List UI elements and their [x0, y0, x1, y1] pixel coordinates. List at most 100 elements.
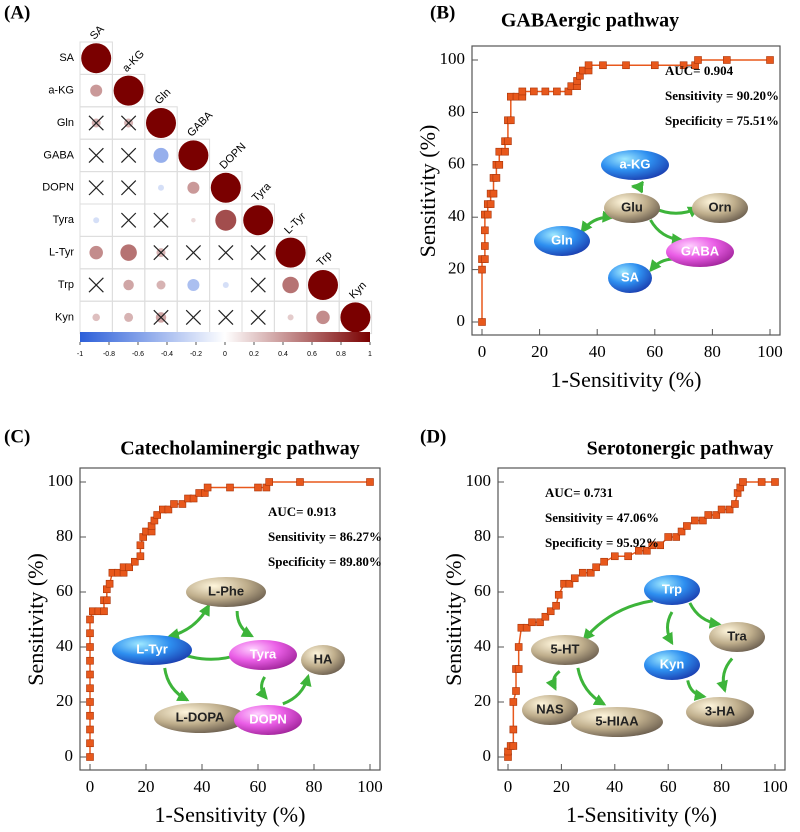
- roc-point: [86, 629, 94, 638]
- annotation: Specificity = 95.92%: [545, 535, 659, 550]
- corr-circle: [93, 217, 100, 224]
- colorbar-tick-label: 0.8: [336, 351, 346, 358]
- node-label: L-DOPA: [176, 709, 225, 724]
- insignificant-mark: [88, 277, 104, 293]
- node-label: Kyn: [660, 656, 685, 671]
- pathway-arrow: [582, 599, 654, 642]
- roc-point: [624, 552, 632, 561]
- insignificant-mark: [250, 309, 266, 326]
- cross: [153, 309, 169, 326]
- corr-circle: [90, 84, 103, 97]
- roc-point: [717, 505, 726, 514]
- x-tick-label: 60: [250, 777, 267, 796]
- insignificant-mark: [250, 277, 266, 293]
- roc-point: [86, 684, 94, 693]
- roc-point: [86, 753, 94, 761]
- roc-point: [546, 607, 555, 616]
- x-tick-label: 40: [194, 777, 211, 796]
- row-label: L-Tyr: [49, 247, 74, 259]
- corr-circle: [146, 108, 176, 138]
- x-axis-label: 1-Sensitivity (%): [566, 802, 717, 827]
- x-tick-label: 20: [531, 342, 548, 361]
- corr-circle: [340, 302, 371, 333]
- node-label: SA: [621, 269, 640, 284]
- y-tick-label: 0: [457, 311, 466, 330]
- chart-title: Catecholaminergic pathway: [120, 438, 359, 460]
- annotation: AUC= 0.913: [268, 504, 337, 519]
- x-tick-label: 60: [660, 777, 677, 796]
- node-label: Trp: [662, 581, 682, 596]
- cross: [120, 180, 137, 196]
- roc-point: [103, 596, 111, 605]
- pathway-node: [301, 645, 345, 675]
- cross: [250, 244, 266, 261]
- chart-title: GABAergic pathway: [501, 10, 679, 32]
- plot-frame: [471, 45, 781, 336]
- corr-circle: [222, 282, 229, 288]
- roc-point: [486, 200, 495, 208]
- colorbar-tick-label: 0: [223, 351, 227, 358]
- corr-circle: [308, 270, 338, 300]
- y-tick-label: 60: [448, 154, 465, 173]
- roc-point: [86, 725, 94, 734]
- cross: [120, 147, 137, 164]
- corr-circle: [153, 147, 169, 163]
- annotation: Sensitivity = 47.06%: [545, 510, 659, 525]
- annotation: Specificity = 89.80%: [268, 554, 382, 569]
- node-label: HA: [314, 651, 333, 666]
- x-tick-label: 60: [646, 342, 663, 361]
- x-tick-label: 0: [86, 777, 95, 796]
- annotation: Sensitivity = 86.27%: [268, 529, 382, 544]
- roc-point: [766, 56, 774, 64]
- pathway-arrow: [580, 210, 615, 234]
- roc-point: [86, 643, 94, 651]
- x-tick-label: 100: [357, 777, 383, 796]
- insignificant-mark: [88, 115, 104, 131]
- pathway-arrow: [255, 676, 268, 700]
- row-label: DOPN: [42, 182, 74, 194]
- x-tick-label: 0: [478, 342, 487, 361]
- roc-point: [509, 742, 518, 750]
- roc-point: [178, 500, 187, 508]
- y-tick-label: 40: [56, 636, 73, 655]
- panel-label: (C): [4, 426, 30, 447]
- roc-point: [586, 568, 595, 577]
- roc-point: [136, 552, 145, 561]
- roc-point: [170, 500, 178, 508]
- insignificant-mark: [120, 180, 137, 196]
- annotation: Sensitivity = 90.20%: [665, 88, 779, 103]
- pathway-node: [522, 695, 578, 725]
- cross: [120, 212, 137, 228]
- roc-point: [541, 612, 550, 621]
- roc-point: [691, 516, 699, 525]
- roc-point: [541, 87, 550, 96]
- roc-point: [739, 478, 747, 486]
- pathway-node: [229, 640, 297, 670]
- corr-circle: [191, 217, 196, 223]
- roc-point: [677, 527, 686, 536]
- column-label: Trp: [315, 249, 335, 269]
- insignificant-mark: [218, 244, 234, 261]
- corr-circle: [282, 276, 299, 294]
- roc-point: [203, 483, 212, 492]
- insignificant-mark: [153, 244, 169, 261]
- x-tick-label: 100: [757, 342, 783, 361]
- roc-point: [125, 563, 133, 572]
- node-label: Gln: [551, 232, 573, 247]
- pathway-node: [604, 193, 660, 223]
- x-tick-label: 80: [713, 777, 730, 796]
- node-label: DOPN: [249, 711, 287, 726]
- row-label: a-KG: [48, 85, 74, 97]
- pathway-arrow: [716, 657, 734, 693]
- column-label: DOPN: [217, 141, 248, 172]
- roc-point: [514, 665, 523, 673]
- roc-point: [522, 623, 531, 632]
- pathway-node: [112, 635, 192, 665]
- corr-circle: [210, 172, 241, 203]
- roc-point: [254, 483, 262, 492]
- colorbar-tick-label: 1: [368, 351, 372, 358]
- y-tick-label: 20: [448, 259, 465, 278]
- roc-point: [694, 56, 702, 64]
- roc-point: [481, 242, 489, 250]
